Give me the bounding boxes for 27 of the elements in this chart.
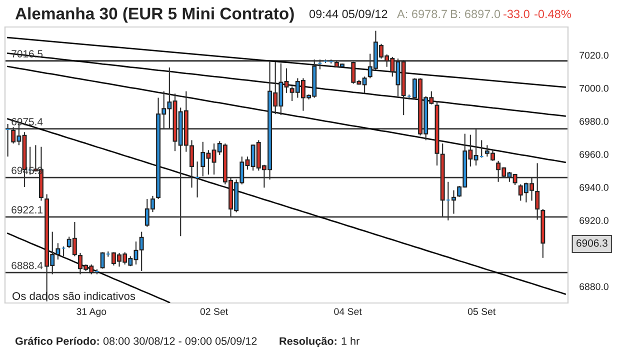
x-tick-label: 31 Ago <box>76 308 106 317</box>
text: Resolução: <box>280 336 336 348</box>
ref-line-label: 6888.4 <box>12 262 43 270</box>
text: A: 6978.7 <box>397 10 447 18</box>
line-series <box>7 36 566 88</box>
text: B: 6897.0 <box>450 10 500 18</box>
text: Gráfico Período: <box>15 336 99 345</box>
y-tick-label: 6960.0 <box>580 150 608 158</box>
y-tick-label: 6880.0 <box>580 283 608 290</box>
text: -0.48% <box>534 10 571 18</box>
text: 6906.3 <box>576 239 608 247</box>
text: -33.0 <box>504 10 530 18</box>
x-tick-label: 04 Set <box>334 308 362 315</box>
line-series <box>7 232 170 303</box>
x-tick-label: 05 Set <box>468 308 496 315</box>
chart-title: Alemanha 30 (EUR 5 Mini Contrato) <box>15 7 294 23</box>
x-tick-label: 02 Set <box>200 308 228 315</box>
y-tick-label: 7000.0 <box>580 84 608 92</box>
y-tick-label: 6920.0 <box>580 217 608 224</box>
line-series <box>7 66 566 164</box>
y-tick-label: 7020.0 <box>580 52 608 59</box>
y-tick-label: 6980.0 <box>580 118 608 125</box>
y-tick-label: 6940.0 <box>580 184 608 191</box>
ref-line-label: 6922.1 <box>12 206 42 214</box>
text: 1 hr <box>342 336 360 345</box>
text: 09:44 05/09/12 <box>309 10 388 18</box>
text: 08:00 30/08/12 - 09:00 05/09/12 <box>103 336 257 345</box>
